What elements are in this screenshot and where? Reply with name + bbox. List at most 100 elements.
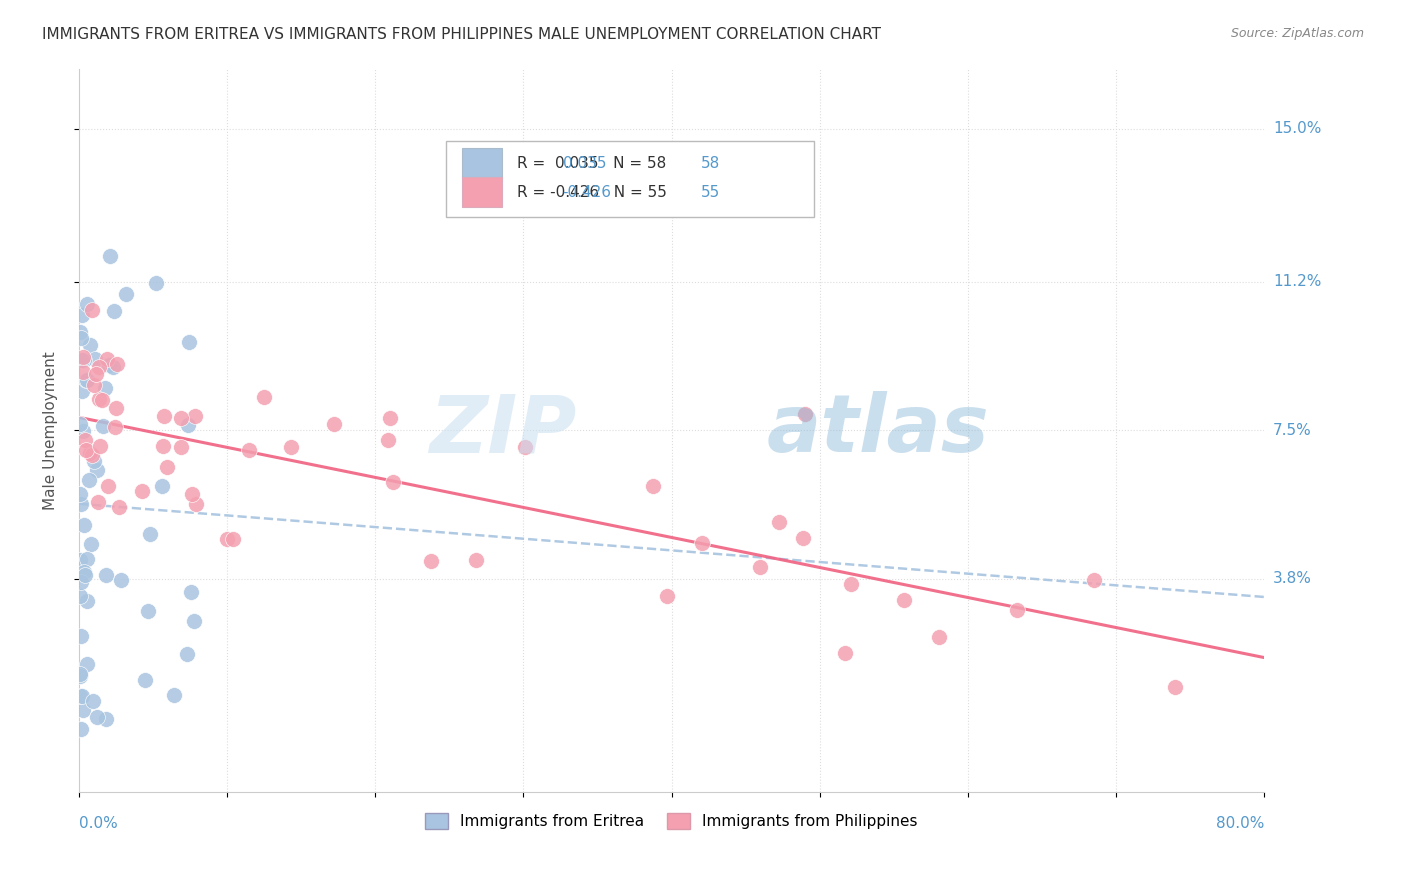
Point <box>91 392 114 407</box>
Point <box>145 277 167 291</box>
Point <box>280 440 302 454</box>
Point <box>163 688 186 702</box>
Point <box>76 594 98 608</box>
Text: 11.2%: 11.2% <box>1272 274 1322 289</box>
Point <box>183 409 205 423</box>
Point <box>72 424 94 438</box>
Point <box>86 463 108 477</box>
Point <box>104 420 127 434</box>
Point <box>86 368 108 382</box>
Point <box>131 483 153 498</box>
Point <box>792 531 814 545</box>
Point <box>70 574 93 589</box>
Point <box>464 553 486 567</box>
Point <box>105 357 128 371</box>
Point <box>82 694 104 708</box>
Point <box>73 565 96 579</box>
Point <box>139 526 162 541</box>
Point <box>96 351 118 366</box>
Point <box>748 560 770 574</box>
FancyBboxPatch shape <box>461 177 502 208</box>
FancyBboxPatch shape <box>446 141 814 217</box>
Point <box>108 500 131 514</box>
Point <box>217 533 239 547</box>
Text: 0.0%: 0.0% <box>79 816 118 831</box>
Legend: Immigrants from Eritrea, Immigrants from Philippines: Immigrants from Eritrea, Immigrants from… <box>419 806 924 835</box>
Point <box>156 460 179 475</box>
Point <box>893 593 915 607</box>
Point <box>86 495 108 509</box>
Point <box>69 497 91 511</box>
Text: 3.8%: 3.8% <box>1272 572 1312 586</box>
Point <box>70 689 93 703</box>
Point <box>253 390 276 404</box>
Point <box>381 475 404 489</box>
Text: 7.5%: 7.5% <box>1272 423 1312 438</box>
Point <box>179 334 201 349</box>
Point <box>1005 603 1028 617</box>
Point <box>641 479 664 493</box>
FancyBboxPatch shape <box>461 148 502 178</box>
Point <box>72 365 94 379</box>
Point <box>97 358 120 372</box>
Point <box>73 518 96 533</box>
Point <box>103 304 125 318</box>
Point <box>222 532 245 546</box>
Point <box>76 657 98 671</box>
Point <box>134 673 156 687</box>
Point <box>94 567 117 582</box>
Text: -0.426: -0.426 <box>562 185 612 200</box>
Point <box>377 433 399 447</box>
Text: R =  0.035   N = 58: R = 0.035 N = 58 <box>517 156 666 170</box>
Point <box>834 646 856 660</box>
Text: 15.0%: 15.0% <box>1272 121 1322 136</box>
Point <box>69 589 91 603</box>
Point <box>83 454 105 468</box>
Point <box>768 515 790 529</box>
Y-axis label: Male Unemployment: Male Unemployment <box>44 351 58 509</box>
Point <box>94 381 117 395</box>
Point <box>83 352 105 367</box>
Point <box>105 401 128 415</box>
Point <box>152 439 174 453</box>
Point <box>69 722 91 736</box>
Point <box>1083 573 1105 587</box>
Point <box>1164 680 1187 694</box>
Point <box>72 350 94 364</box>
Point <box>69 552 91 566</box>
Point <box>69 417 91 432</box>
Point <box>928 630 950 644</box>
Point <box>70 384 93 398</box>
Point <box>690 536 713 550</box>
Point <box>73 434 96 448</box>
Point <box>73 352 96 367</box>
Point <box>87 392 110 406</box>
Point <box>101 360 124 375</box>
Text: 80.0%: 80.0% <box>1216 816 1264 831</box>
Text: ZIP: ZIP <box>429 392 576 469</box>
Point <box>69 689 91 703</box>
Point <box>79 338 101 352</box>
Point <box>72 703 94 717</box>
Point <box>69 486 91 500</box>
Text: Source: ZipAtlas.com: Source: ZipAtlas.com <box>1230 27 1364 40</box>
Point <box>177 417 200 432</box>
Point <box>513 440 536 454</box>
Text: atlas: atlas <box>766 392 988 469</box>
Point <box>115 287 138 301</box>
Point <box>70 629 93 643</box>
Point <box>76 297 98 311</box>
Point <box>69 325 91 339</box>
Text: IMMIGRANTS FROM ERITREA VS IMMIGRANTS FROM PHILIPPINES MALE UNEMPLOYMENT CORRELA: IMMIGRANTS FROM ERITREA VS IMMIGRANTS FR… <box>42 27 882 42</box>
Point <box>380 411 402 425</box>
Text: R = -0.426   N = 55: R = -0.426 N = 55 <box>517 185 668 200</box>
Point <box>152 479 174 493</box>
Text: 55: 55 <box>702 185 720 200</box>
Point <box>170 440 193 454</box>
Point <box>76 551 98 566</box>
Point <box>75 442 97 457</box>
Point <box>136 604 159 618</box>
Point <box>839 577 862 591</box>
Point <box>98 249 121 263</box>
Point <box>86 709 108 723</box>
